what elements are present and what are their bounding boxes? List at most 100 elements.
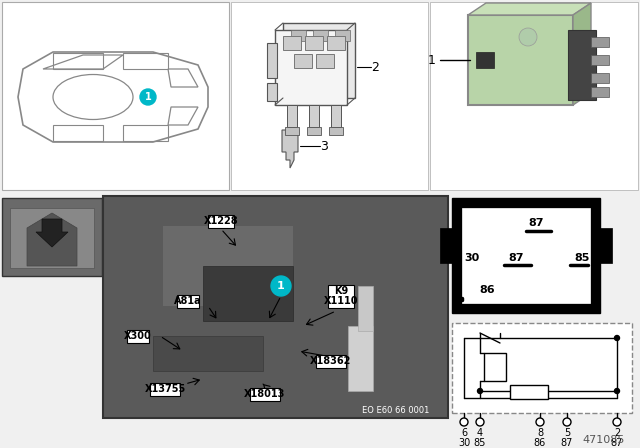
Text: 1: 1	[277, 281, 285, 291]
Text: 85: 85	[474, 438, 486, 448]
Text: X18362: X18362	[310, 356, 352, 366]
Bar	[309, 105, 319, 127]
Bar	[2, 2, 229, 190]
Circle shape	[613, 418, 621, 426]
Bar	[291, 30, 306, 41]
Bar	[294, 54, 312, 68]
Polygon shape	[43, 55, 123, 69]
Text: X1228: X1228	[204, 216, 238, 226]
Polygon shape	[282, 130, 298, 168]
Bar	[275, 30, 347, 105]
Bar	[316, 354, 346, 367]
Bar	[177, 294, 198, 307]
Bar	[203, 266, 293, 321]
Bar	[331, 105, 341, 127]
Bar	[358, 286, 373, 331]
Bar	[591, 73, 609, 83]
Bar	[316, 54, 334, 68]
Bar	[462, 208, 590, 303]
Bar	[283, 36, 301, 50]
Text: 3: 3	[320, 139, 328, 152]
Text: 85: 85	[574, 253, 589, 263]
Bar	[476, 52, 494, 68]
Bar	[329, 127, 343, 135]
Circle shape	[519, 28, 537, 46]
Text: 8: 8	[537, 428, 543, 438]
Text: X300: X300	[124, 331, 152, 341]
Text: X18013: X18013	[244, 389, 285, 399]
Text: EO E60 66 0001: EO E60 66 0001	[362, 405, 429, 414]
Text: A81a: A81a	[174, 296, 202, 306]
Circle shape	[140, 89, 156, 105]
Bar	[484, 353, 506, 381]
Bar	[305, 36, 323, 50]
Bar	[591, 55, 609, 65]
Polygon shape	[18, 52, 208, 142]
Bar	[285, 127, 299, 135]
Bar	[307, 127, 321, 135]
Text: X13755: X13755	[145, 384, 186, 394]
Bar	[591, 37, 609, 47]
Text: 471085: 471085	[582, 435, 625, 445]
Bar	[267, 43, 277, 78]
Bar	[10, 208, 94, 268]
Bar	[127, 329, 148, 343]
Text: 87: 87	[528, 218, 544, 228]
Bar	[348, 326, 373, 391]
Text: 87: 87	[561, 438, 573, 448]
Text: 5: 5	[564, 428, 570, 438]
Text: 2: 2	[614, 428, 620, 438]
Bar	[209, 215, 234, 228]
Text: 1: 1	[428, 53, 436, 66]
Text: 4: 4	[477, 428, 483, 438]
Polygon shape	[600, 228, 612, 263]
Bar	[328, 284, 354, 307]
Text: 30: 30	[465, 253, 479, 263]
Bar	[267, 83, 277, 101]
Bar	[2, 198, 102, 276]
Bar	[231, 2, 428, 190]
Text: K9: K9	[334, 286, 348, 296]
Text: 87: 87	[508, 253, 524, 263]
Circle shape	[536, 418, 544, 426]
Bar	[313, 30, 328, 41]
Text: 2: 2	[371, 60, 379, 73]
Circle shape	[614, 388, 620, 393]
Text: 6: 6	[461, 428, 467, 438]
Circle shape	[460, 418, 468, 426]
Bar	[452, 198, 600, 313]
Polygon shape	[168, 107, 198, 125]
Polygon shape	[36, 219, 68, 247]
Circle shape	[477, 388, 483, 393]
Polygon shape	[468, 3, 591, 15]
Bar	[250, 388, 280, 401]
Bar	[283, 23, 355, 98]
Bar	[163, 226, 293, 306]
Bar	[568, 30, 596, 100]
Circle shape	[476, 418, 484, 426]
Text: X1110: X1110	[324, 296, 358, 306]
Bar	[468, 15, 573, 105]
Bar	[510, 385, 548, 399]
Bar	[327, 36, 345, 50]
Text: 86: 86	[479, 285, 495, 295]
Bar	[452, 323, 632, 413]
Bar	[153, 336, 263, 371]
Bar	[335, 30, 350, 41]
Bar	[150, 383, 180, 396]
Polygon shape	[573, 3, 591, 105]
Bar	[430, 2, 638, 190]
Circle shape	[563, 418, 571, 426]
Circle shape	[614, 336, 620, 340]
Circle shape	[271, 276, 291, 296]
Text: 1: 1	[145, 92, 152, 102]
Polygon shape	[168, 69, 198, 87]
Bar	[103, 196, 448, 418]
Text: 87: 87	[611, 438, 623, 448]
Bar	[591, 87, 609, 97]
Text: 86: 86	[534, 438, 546, 448]
Polygon shape	[27, 213, 77, 266]
Bar	[287, 105, 297, 127]
Polygon shape	[440, 228, 452, 263]
Text: 30: 30	[458, 438, 470, 448]
